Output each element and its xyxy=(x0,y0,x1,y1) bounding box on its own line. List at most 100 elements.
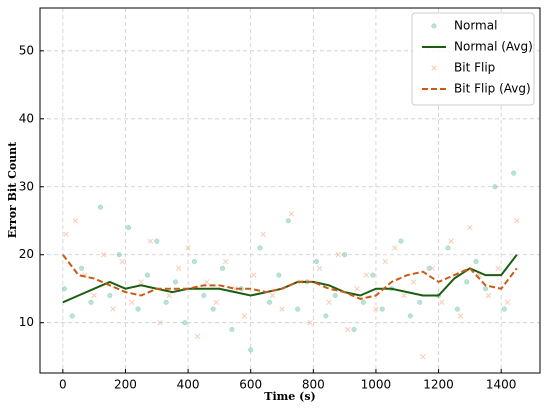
y-tick-label: 30 xyxy=(19,179,34,193)
scatter-point xyxy=(514,218,520,224)
legend-symbol xyxy=(431,23,437,29)
scatter-point xyxy=(257,245,263,251)
scatter-point xyxy=(163,299,169,305)
scatter-point xyxy=(107,292,113,299)
scatter-point xyxy=(392,245,398,251)
scatter-point xyxy=(276,272,282,278)
scatter-point xyxy=(248,347,254,353)
scatter-point xyxy=(354,286,360,292)
scatter-point xyxy=(464,279,470,285)
scatter-point xyxy=(279,306,285,312)
scatter-point xyxy=(166,292,172,299)
scatter-point xyxy=(454,306,460,312)
scatter-point xyxy=(88,299,94,305)
scatter-point xyxy=(182,320,188,326)
scatter-point xyxy=(100,252,107,258)
scatter-point xyxy=(173,279,179,285)
x-tick-label: 1400 xyxy=(486,378,517,392)
x-tick-label: 200 xyxy=(114,378,137,392)
scatter-point xyxy=(116,252,122,258)
scatter-point xyxy=(504,299,511,305)
scatter-point xyxy=(201,292,207,299)
scatter-point xyxy=(410,279,417,285)
scatter-point xyxy=(260,231,266,238)
scatter-point xyxy=(91,292,97,299)
scatter-point xyxy=(445,245,451,251)
scatter-point xyxy=(147,238,154,244)
scatter-point xyxy=(313,258,320,265)
y-tick-label: 10 xyxy=(19,315,34,329)
scatter-point xyxy=(135,306,141,312)
legend-box xyxy=(411,12,535,106)
x-tick-label: 800 xyxy=(302,378,325,392)
scatter-point xyxy=(495,265,501,272)
scatter-point xyxy=(204,279,210,285)
y-tick-label: 20 xyxy=(19,247,34,261)
scatter-point xyxy=(61,286,67,292)
scatter-point xyxy=(492,184,498,190)
scatter-point xyxy=(326,299,332,305)
x-tick-label: 0 xyxy=(59,378,67,392)
scatter-point xyxy=(219,265,226,271)
scatter-point xyxy=(266,299,273,305)
scatter-point xyxy=(342,252,348,258)
x-axis-label: Time (s) xyxy=(264,390,315,403)
scatter-point xyxy=(129,299,135,305)
scatter-point xyxy=(332,292,338,299)
scatter-point xyxy=(370,272,376,278)
scatter-point xyxy=(345,326,351,333)
scatter-point xyxy=(295,306,301,312)
scatter-point xyxy=(439,299,445,305)
y-axis-label: Error Bit Count xyxy=(6,141,19,238)
scatter-point xyxy=(138,279,144,285)
legend-symbol xyxy=(431,65,437,71)
scatter-point xyxy=(360,299,366,305)
x-tick-label: 1000 xyxy=(361,378,392,392)
scatter-point xyxy=(72,218,79,224)
scatter-point xyxy=(335,252,342,258)
scatter-point xyxy=(229,326,235,333)
scatter-point xyxy=(398,238,404,244)
scatter-point xyxy=(222,258,229,265)
scatter-point xyxy=(185,245,191,251)
avg-line xyxy=(62,254,518,300)
scatter-point xyxy=(213,299,219,305)
scatter-point xyxy=(307,320,313,326)
scatter-point xyxy=(191,258,197,265)
scatter-point xyxy=(97,204,103,210)
scatter-point xyxy=(373,306,379,312)
scatter-point xyxy=(482,286,489,292)
legend-label: Bit Flip (Avg) xyxy=(454,82,531,96)
scatter-point xyxy=(110,306,116,312)
scatter-point xyxy=(501,306,507,312)
scatter-point xyxy=(379,306,385,312)
scatter-point xyxy=(157,320,163,326)
legend-label: Normal (Avg) xyxy=(454,40,533,54)
x-tick-label: 600 xyxy=(239,378,262,392)
scatter-point xyxy=(351,326,357,333)
scatter-point xyxy=(126,224,132,231)
scatter-point xyxy=(194,333,201,339)
legend-label: Bit Flip xyxy=(454,61,495,75)
scatter-point xyxy=(232,286,238,292)
scatter-point xyxy=(401,292,407,299)
legend-label: Normal xyxy=(454,19,497,33)
y-tick-label: 40 xyxy=(19,111,34,125)
scatter-point xyxy=(485,292,492,299)
scatter-point xyxy=(69,313,75,319)
scatter-point xyxy=(448,238,454,244)
scatter-point xyxy=(176,265,182,272)
scatter-point xyxy=(288,211,295,217)
scatter-point xyxy=(269,292,276,299)
y-tick-label: 50 xyxy=(19,43,34,57)
scatter-point xyxy=(467,224,473,231)
scatter-point xyxy=(316,265,323,272)
scatter-point xyxy=(511,170,517,176)
scatter-point xyxy=(251,272,257,278)
scatter-point xyxy=(119,258,126,265)
scatter-point xyxy=(154,238,160,244)
scatter-point xyxy=(417,299,423,305)
scatter-point xyxy=(420,353,426,360)
scatter-point xyxy=(407,313,413,319)
